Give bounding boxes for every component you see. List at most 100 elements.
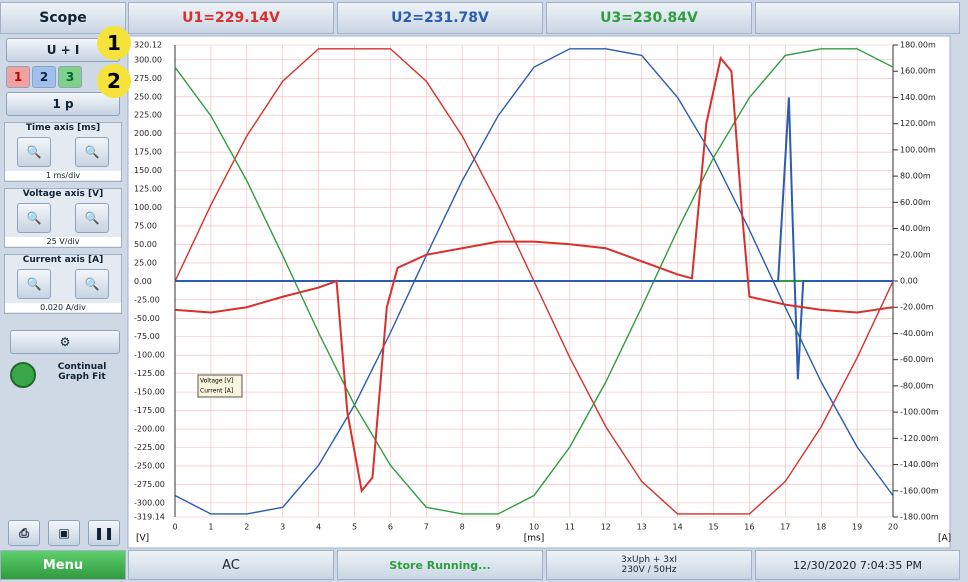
scale-label: 1 ms/div bbox=[5, 171, 121, 180]
menu-label: Menu bbox=[42, 557, 84, 573]
y-tick-label: 100.00 bbox=[134, 203, 162, 212]
ac-label: AC bbox=[222, 557, 240, 573]
current-axis-group: Current axis [A] 🔍 🔍 0.020 A/div bbox=[4, 254, 122, 314]
y-tick-label: 50.00 bbox=[134, 240, 157, 249]
legend-label: Voltage [V] bbox=[200, 378, 233, 385]
scale-label: 25 V/div bbox=[5, 237, 121, 246]
y2-tick-label: 60.00m bbox=[900, 198, 931, 207]
x-tick-label: 12 bbox=[601, 523, 611, 532]
y-tick-label: -300.00 bbox=[134, 498, 165, 507]
zoom-in[interactable]: 🔍 bbox=[17, 203, 51, 233]
datetime-label: 12/30/2020 7:04:35 PM bbox=[793, 558, 922, 572]
y-axis-label: [V] bbox=[136, 534, 149, 544]
datetime-tab: 12/30/2020 7:04:35 PM bbox=[755, 550, 960, 580]
y2-tick-label: 180.00m bbox=[900, 41, 936, 50]
y-tick-label: -100.00 bbox=[134, 351, 165, 360]
y2-tick-label: -160.00m bbox=[900, 486, 939, 495]
zoom-out[interactable]: 🔍 bbox=[75, 203, 109, 233]
callout: 2 bbox=[97, 64, 131, 98]
group-title: Time axis [ms] bbox=[25, 123, 101, 133]
x-tick-label: 8 bbox=[460, 523, 465, 532]
y2-tick-label: -100.00m bbox=[900, 408, 939, 417]
y-tick-label: 25.00 bbox=[134, 258, 157, 267]
x-tick-label: 15 bbox=[708, 523, 718, 532]
status-tab: Store Running... bbox=[337, 550, 543, 580]
y-tick-label: -75.00 bbox=[134, 332, 160, 341]
zoom-in[interactable]: 🔍 bbox=[17, 137, 51, 167]
x-tick-label: 14 bbox=[673, 523, 683, 532]
y2-tick-label: -20.00m bbox=[900, 303, 934, 312]
x-tick-label: 0 bbox=[172, 523, 177, 532]
nominal-label: 230V / 50Hz bbox=[621, 565, 677, 575]
y-tick-label: 200.00 bbox=[134, 129, 162, 138]
x-tick-label: 6 bbox=[388, 523, 393, 532]
x-tick-label: 16 bbox=[744, 523, 754, 532]
y-tick-label: 150.00 bbox=[134, 166, 162, 175]
y-tick-label: -125.00 bbox=[134, 369, 165, 378]
y2-tick-label: -180.00m bbox=[900, 513, 939, 522]
ac-tab[interactable]: AC bbox=[128, 550, 334, 580]
phase-button[interactable]: 1 p bbox=[6, 92, 120, 116]
y2-tick-label: 140.00m bbox=[900, 93, 936, 102]
camera-button[interactable]: ▣ bbox=[48, 520, 80, 546]
y-tick-label: -275.00 bbox=[134, 480, 165, 489]
y2-tick-label: -120.00m bbox=[900, 434, 939, 443]
fit-label: Continual Graph Fit bbox=[57, 362, 107, 382]
menu-button[interactable]: Menu bbox=[0, 550, 126, 580]
channel-button[interactable]: 1 bbox=[6, 66, 30, 88]
wiring-tab: 3xUph + 3xI 230V / 50Hz bbox=[546, 550, 752, 580]
y2-tick-label: 0.00 bbox=[900, 277, 918, 286]
zoom-out[interactable]: 🔍 bbox=[75, 137, 109, 167]
x-tick-label: 3 bbox=[280, 523, 285, 532]
time-axis-group: Time axis [ms] 🔍 🔍 1 ms/div bbox=[4, 122, 122, 182]
zoom-out[interactable]: 🔍 bbox=[75, 269, 109, 299]
status-label: Store Running... bbox=[389, 558, 491, 572]
group-title: Voltage axis [V] bbox=[22, 189, 104, 199]
x-tick-label: 2 bbox=[244, 523, 249, 532]
fit-option: Continual Graph Fit bbox=[10, 362, 122, 396]
x-tick-label: 4 bbox=[316, 523, 321, 532]
y-tick-label: 175.00 bbox=[134, 148, 162, 157]
y-tick-label: 275.00 bbox=[134, 74, 162, 83]
y2-tick-label: 100.00m bbox=[900, 145, 936, 154]
scope-tab[interactable]: Scope bbox=[0, 2, 126, 34]
y2-tick-label: 160.00m bbox=[900, 67, 936, 76]
u1-tab[interactable]: U1=229.14V bbox=[128, 2, 334, 34]
zoom-in[interactable]: 🔍 bbox=[17, 269, 51, 299]
x-tick-label: 9 bbox=[496, 523, 501, 532]
y2-tick-label: -60.00m bbox=[900, 355, 934, 364]
fit-checkbox[interactable] bbox=[10, 362, 36, 388]
y-tick-label: -200.00 bbox=[134, 425, 165, 434]
channel-button[interactable]: 3 bbox=[58, 66, 82, 88]
y2-axis-label: [A] bbox=[938, 534, 951, 544]
x-tick-label: 19 bbox=[852, 523, 862, 532]
y-tick-label: 225.00 bbox=[134, 111, 162, 120]
x-axis-label: [ms] bbox=[524, 534, 544, 544]
channel-button[interactable]: 2 bbox=[32, 66, 56, 88]
x-tick-label: 7 bbox=[424, 523, 429, 532]
y-tick-label: -50.00 bbox=[134, 314, 160, 323]
mode-label: U + I bbox=[46, 43, 80, 57]
x-tick-label: 11 bbox=[565, 523, 575, 532]
print-button[interactable]: ⎙ bbox=[8, 520, 40, 546]
y2-tick-label: 20.00m bbox=[900, 250, 931, 259]
y-tick-label: 125.00 bbox=[134, 185, 162, 194]
y-tick-label: 0.00 bbox=[134, 277, 152, 286]
u3-tab[interactable]: U3=230.84V bbox=[546, 2, 752, 34]
x-tick-label: 20 bbox=[888, 523, 898, 532]
blank-tab[interactable] bbox=[755, 2, 960, 34]
y2-tick-label: -40.00m bbox=[900, 329, 934, 338]
x-tick-label: 1 bbox=[208, 523, 213, 532]
x-tick-label: 10 bbox=[529, 523, 539, 532]
transfer-button[interactable]: ⚙ bbox=[10, 330, 120, 354]
waveform bbox=[174, 55, 894, 494]
x-tick-label: 5 bbox=[352, 523, 357, 532]
y-tick-label: -25.00 bbox=[134, 295, 160, 304]
group-title: Current axis [A] bbox=[22, 255, 104, 265]
y2-tick-label: 80.00m bbox=[900, 172, 931, 181]
u2-tab[interactable]: U2=231.78V bbox=[337, 2, 543, 34]
pause-button[interactable]: ❚❚ bbox=[88, 520, 120, 546]
x-tick-label: 18 bbox=[816, 523, 826, 532]
y2-tick-label: -140.00m bbox=[900, 460, 939, 469]
